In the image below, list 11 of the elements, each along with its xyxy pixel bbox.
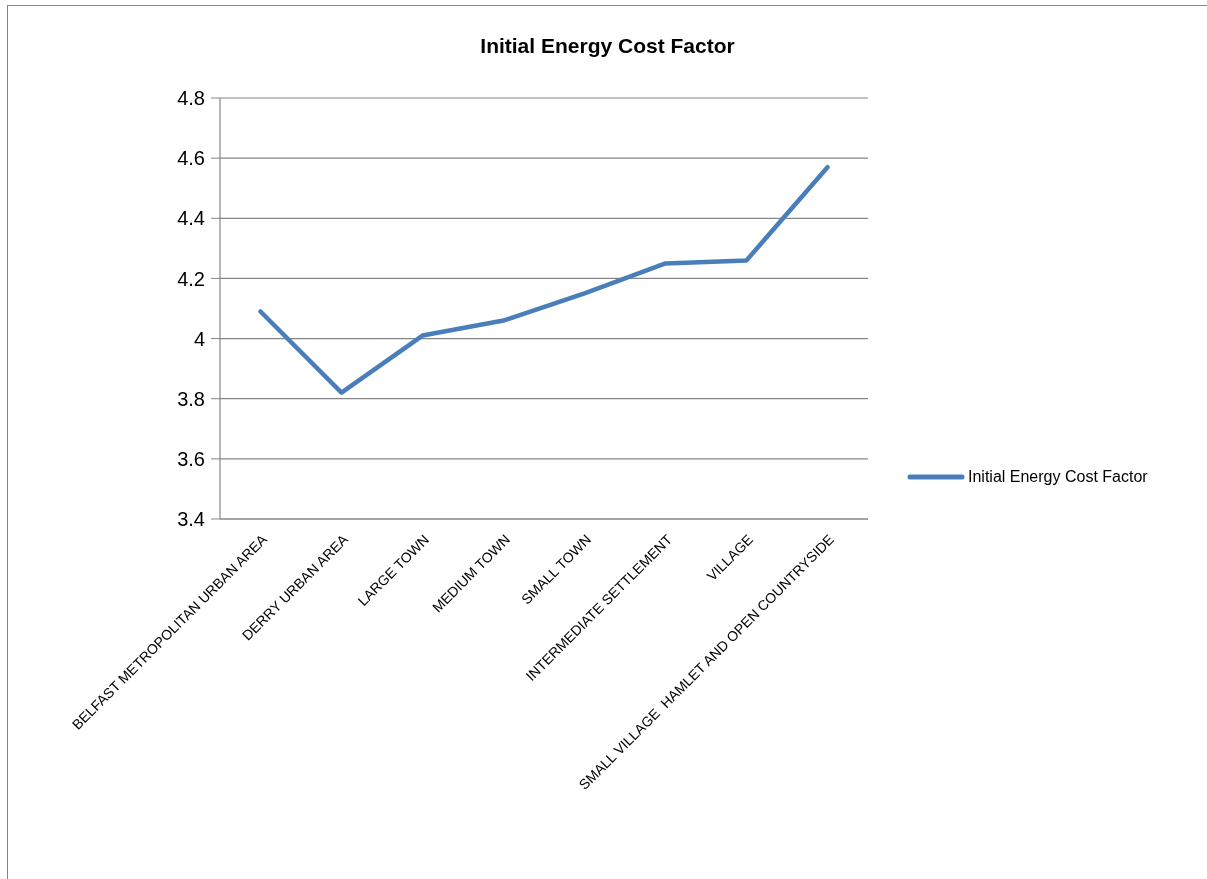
legend-label: Initial Energy Cost Factor — [968, 468, 1148, 486]
y-tick-label: 3.4 — [177, 508, 205, 531]
y-tick-label: 4.6 — [177, 147, 205, 170]
y-tick-label: 4 — [193, 327, 205, 350]
chart-title: Initial Energy Cost Factor — [479, 34, 736, 58]
y-tick-label: 4.4 — [177, 207, 205, 230]
line-series — [258, 164, 830, 395]
y-tick-label: 4.2 — [177, 267, 205, 290]
y-tick-label: 4.8 — [177, 87, 205, 110]
y-tick-label: 3.6 — [177, 447, 205, 470]
y-tick-label: 3.8 — [177, 387, 205, 410]
